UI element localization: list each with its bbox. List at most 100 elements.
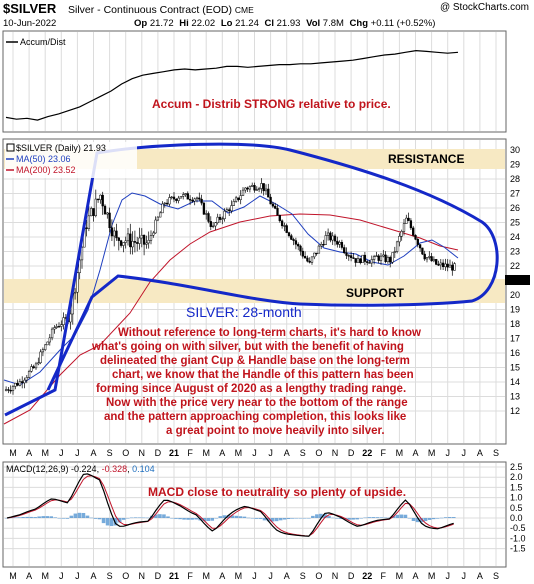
macd-histogram-bar <box>89 517 94 519</box>
macd-histogram-bar <box>69 515 74 518</box>
macd-histogram-bar <box>57 518 62 519</box>
svg-text:delineated the giant Cup & Han: delineated the giant Cup & Handle base o… <box>100 355 410 367</box>
price-candle <box>76 272 79 293</box>
price-candle <box>9 390 12 392</box>
price-candle <box>246 187 249 190</box>
price-panel: 30292827262524232221201918171615141312 R… <box>2 138 530 445</box>
svg-text:chart, we know that the Handle: chart, we know that the Handle of this p… <box>112 369 414 381</box>
macd-histogram-bar <box>117 518 122 523</box>
x-tick-label: D <box>155 448 162 458</box>
price-candle <box>329 232 332 241</box>
macd-histogram-bar <box>37 516 41 518</box>
price-candle <box>165 202 169 205</box>
macd-histogram-bar <box>427 518 432 520</box>
svg-text:a great point to move heavily: a great point to move heavily into silve… <box>166 425 385 437</box>
price-candle <box>280 220 284 227</box>
price-candle <box>115 230 118 239</box>
macd-histogram-bar <box>238 516 243 518</box>
price-candle <box>448 264 452 268</box>
macd-histogram-bar <box>274 518 279 522</box>
price-candle <box>44 344 47 350</box>
macd-histogram-bar <box>383 517 388 519</box>
x-tick-label: M <box>235 448 243 458</box>
price-candle <box>299 245 302 252</box>
price-candle <box>179 196 183 199</box>
macd-histogram-bar <box>258 518 263 519</box>
macd-histogram-bar <box>93 518 98 519</box>
macd-histogram-bar <box>323 514 327 518</box>
svg-text:and the pattern approaching co: and the pattern approaching completion, … <box>104 411 406 423</box>
ma50-legend: MA(50) 23.06 <box>16 154 71 164</box>
x-tick-label: J <box>59 571 64 581</box>
macd-histogram-bar <box>125 518 130 519</box>
price-candle <box>409 220 413 229</box>
x-tick-label: M <box>396 448 404 458</box>
support-label: SUPPORT <box>346 286 405 300</box>
price-candle <box>354 258 357 263</box>
price-candle <box>276 208 279 216</box>
macd-histogram-bar <box>53 517 58 518</box>
price-candle <box>175 198 178 201</box>
price-y-tick: 25 <box>510 218 520 228</box>
macd-histogram-bar <box>331 517 335 519</box>
svg-text:what's going on with silver, b: what's going on with silver, but with th… <box>91 341 404 353</box>
macd-histogram-bar <box>339 518 343 519</box>
macd-histogram-bar <box>101 518 106 524</box>
price-candle <box>435 259 438 265</box>
price-candle <box>154 219 157 234</box>
price-candle <box>145 242 148 245</box>
macd-histogram-bar <box>25 516 29 518</box>
price-candle <box>108 212 111 229</box>
x-tick-label: M <box>9 448 17 458</box>
macd-histogram-bar <box>327 516 331 518</box>
price-candle <box>359 258 362 264</box>
x-tick-label: D <box>348 571 355 581</box>
macd-legend: MACD(12,26,9) -0.224, -0.328, 0.104 <box>6 464 155 474</box>
macd-histogram-bar <box>174 518 178 519</box>
macd-histogram-bar <box>311 515 315 518</box>
price-candle <box>400 231 403 237</box>
macd-histogram-bar <box>439 517 444 519</box>
price-candle <box>124 240 127 243</box>
macd-y-tick: 1.5 <box>510 482 523 492</box>
price-candle <box>46 341 49 346</box>
price-candle <box>292 239 295 241</box>
price-candle <box>237 197 240 200</box>
price-candle <box>230 205 233 212</box>
price-candle <box>437 264 440 266</box>
x-tick-label: M <box>428 448 436 458</box>
macd-histogram-bar <box>81 512 86 518</box>
price-candle <box>271 203 275 207</box>
macd-histogram-bar <box>375 517 380 518</box>
macd-histogram-bar <box>61 518 66 519</box>
x-tick-label: O <box>122 448 129 458</box>
price-candle <box>85 227 88 229</box>
macd-histogram-bar <box>407 518 412 519</box>
price-candle <box>191 199 194 202</box>
price-candle <box>267 188 270 198</box>
accum-annotation: Accum - Distrib STRONG relative to price… <box>152 97 391 111</box>
macd-histogram-bar <box>202 518 206 521</box>
price-candle <box>317 245 321 254</box>
price-y-tick: 28 <box>510 174 520 184</box>
macd-histogram-bar <box>367 517 372 518</box>
macd-histogram-bar <box>242 516 247 518</box>
x-tick-label: O <box>315 571 322 581</box>
macd-y-tick: -1.5 <box>510 544 526 554</box>
x-tick-label: A <box>219 448 225 458</box>
price-candle <box>110 227 114 237</box>
price-candle <box>377 255 380 261</box>
cup-handle-outline <box>4 142 499 417</box>
price-candle <box>343 247 346 254</box>
macd-histogram-bar <box>85 515 90 518</box>
price-candle <box>453 263 456 271</box>
x-tick-label: J <box>59 448 64 458</box>
macd-y-tick: -1.0 <box>510 533 526 543</box>
x-tick-label: 22 <box>362 448 372 458</box>
macd-histogram-bar <box>246 517 251 519</box>
macd-histogram-bar <box>298 518 303 519</box>
macd-histogram-bar <box>278 518 283 521</box>
price-candle <box>216 216 219 223</box>
price-candle <box>126 233 130 242</box>
macd-histogram-bar <box>33 517 37 518</box>
